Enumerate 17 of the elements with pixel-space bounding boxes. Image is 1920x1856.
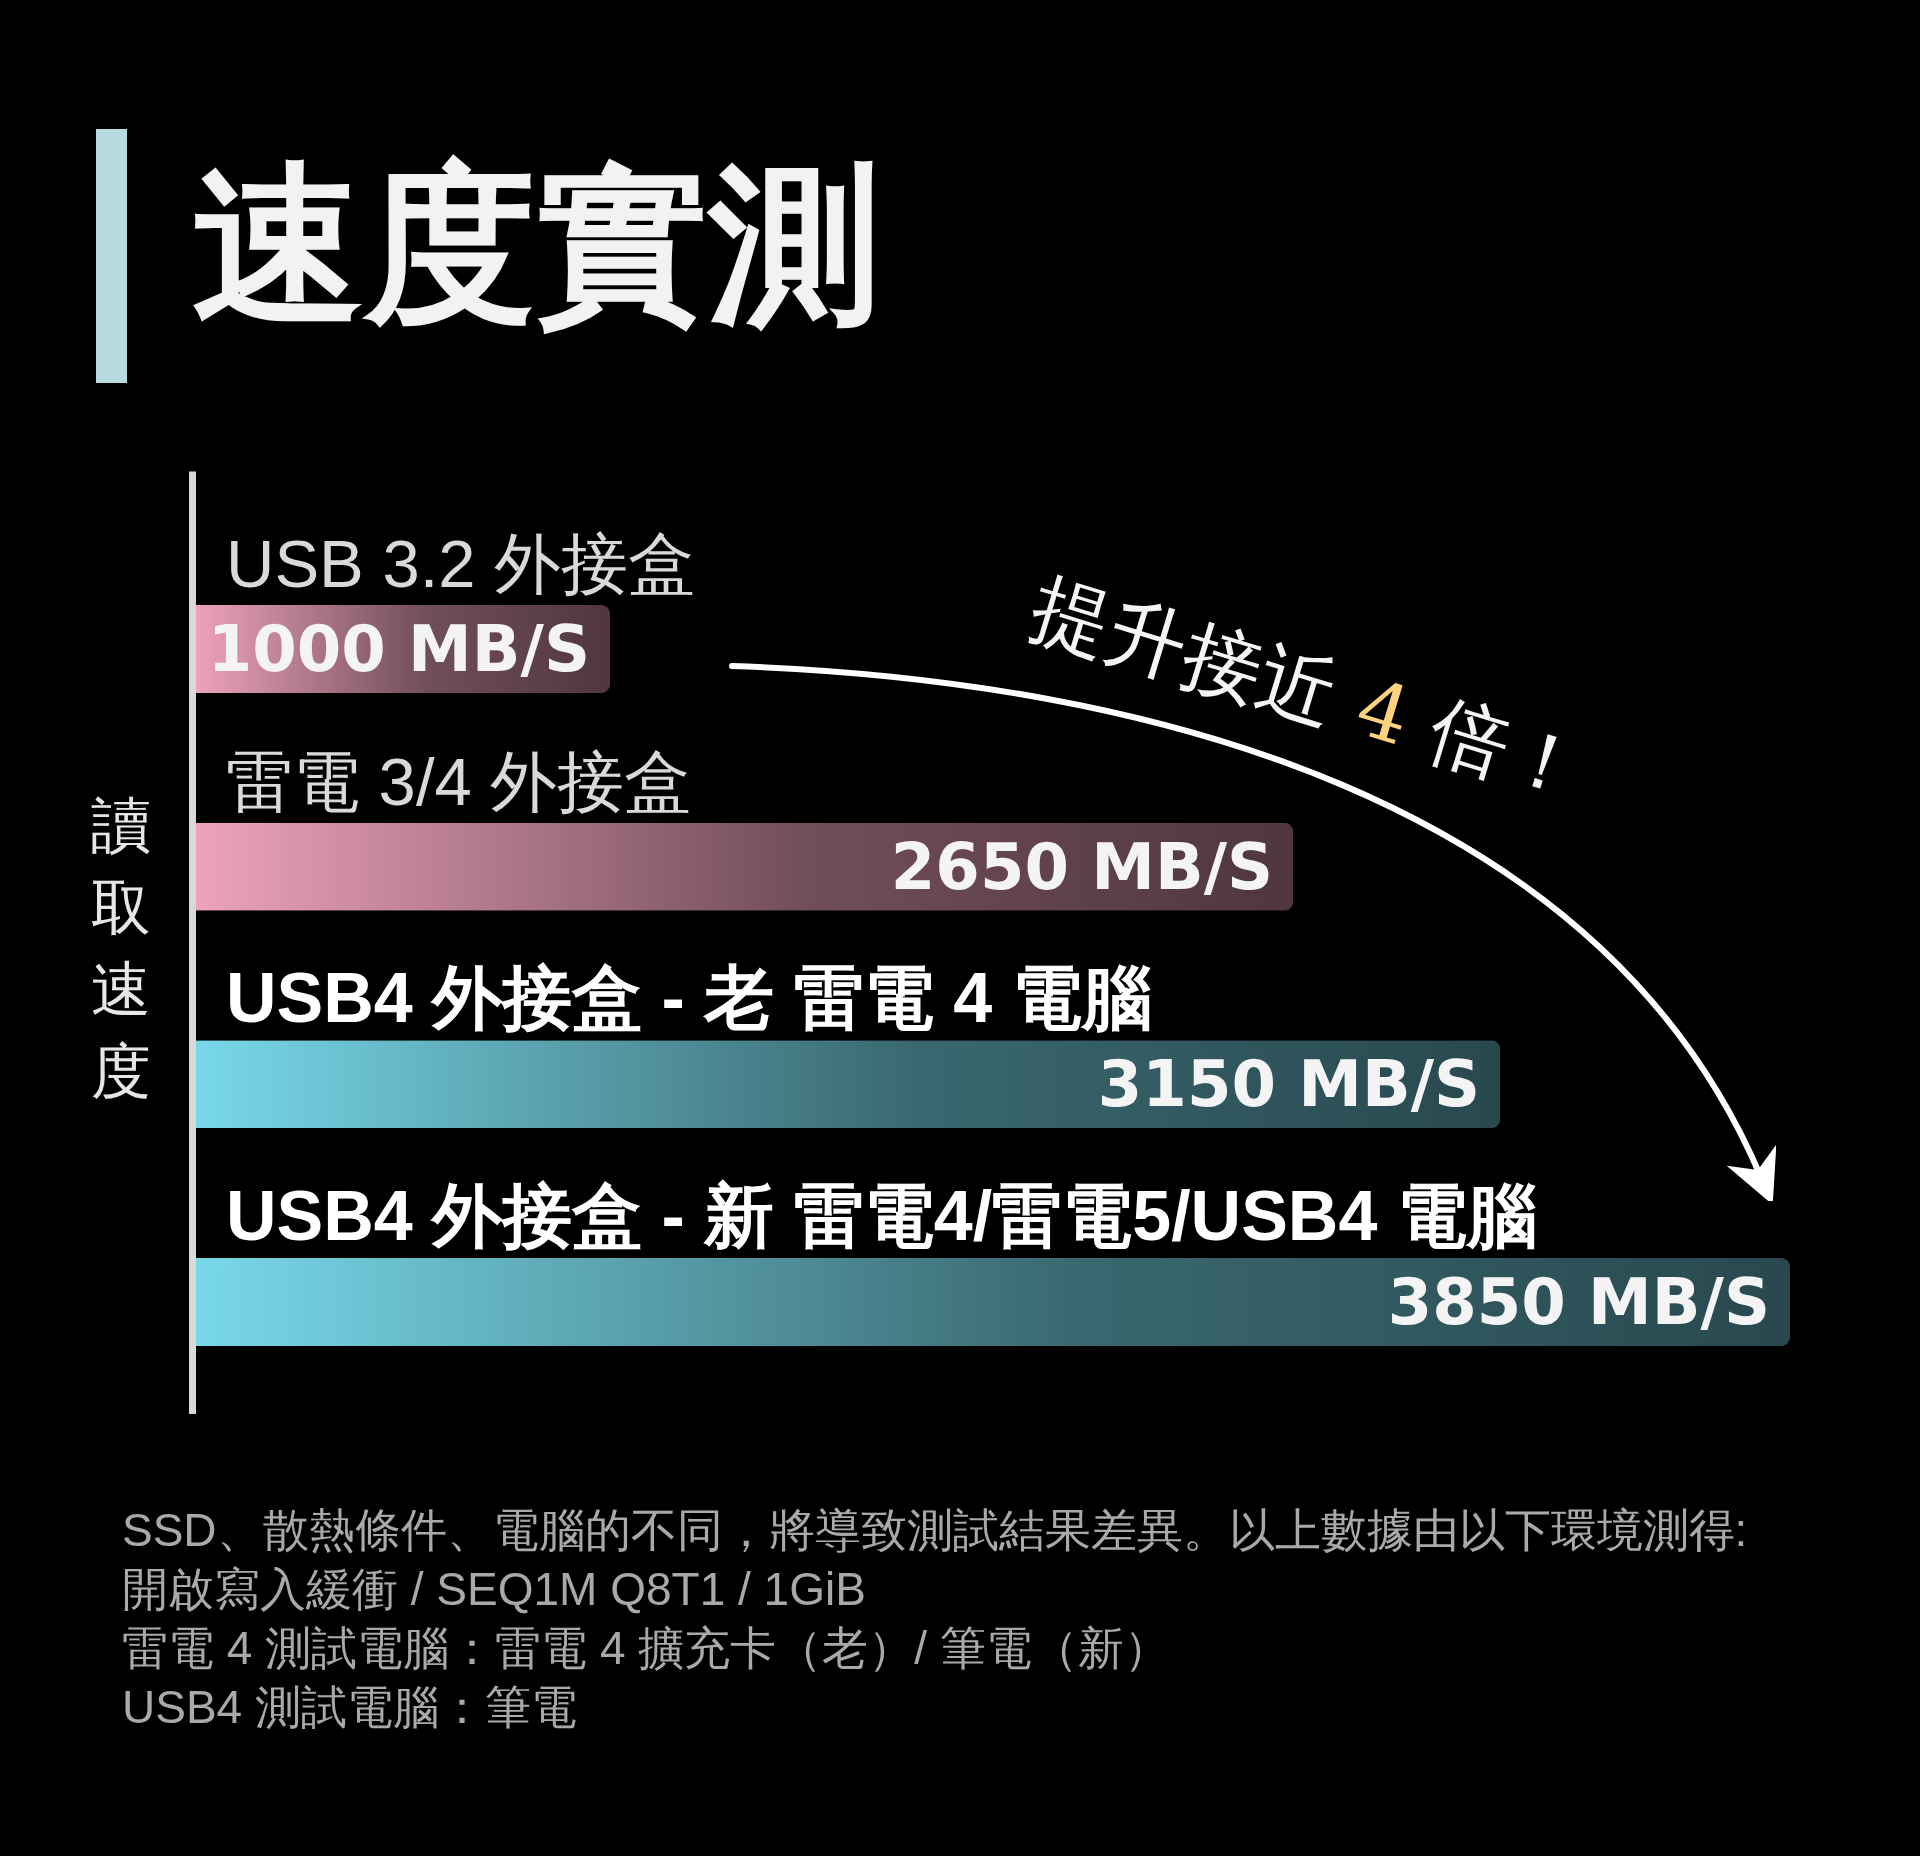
text: 開啟寫入緩衝 / SEQ1M Q8T1 / 1GiB — [122, 1562, 867, 1617]
text: USB4 測試電腦：筆電 — [122, 1680, 578, 1735]
y-tick-label: USB 3.2 外接盒 — [226, 525, 696, 601]
chart-title: 速度實測 — [192, 142, 880, 345]
data-label: 3850 MB/S — [1387, 1265, 1770, 1340]
data-label: 3150 MB/S — [1097, 1047, 1481, 1122]
y-tick-label: 雷電 3/4 外接盒 — [226, 743, 692, 819]
text: 雷電 4 測試電腦：雷電 4 擴充卡（老）/ 筆電（新） — [122, 1621, 1171, 1676]
y-tick-label: USB4 外接盒 - 老 雷電 4 電腦 — [226, 959, 1152, 1038]
y-axis-title: 讀取速度 — [90, 789, 152, 1108]
bar — [196, 1040, 1501, 1129]
y-tick-label: USB4 外接盒 - 新 雷電4/雷電5/USB4 電腦 — [226, 1177, 1537, 1256]
data-label: 2650 MB/S — [890, 829, 1274, 904]
text: SSD、散熱條件、電腦的不同，將導致測試結果差異。以上數據由以下環境測得: — [122, 1503, 1748, 1558]
annotation: 提升接近 4 倍！ — [1019, 561, 1597, 818]
bar — [196, 1258, 1790, 1347]
data-label: 1000 MB/S — [207, 611, 591, 686]
